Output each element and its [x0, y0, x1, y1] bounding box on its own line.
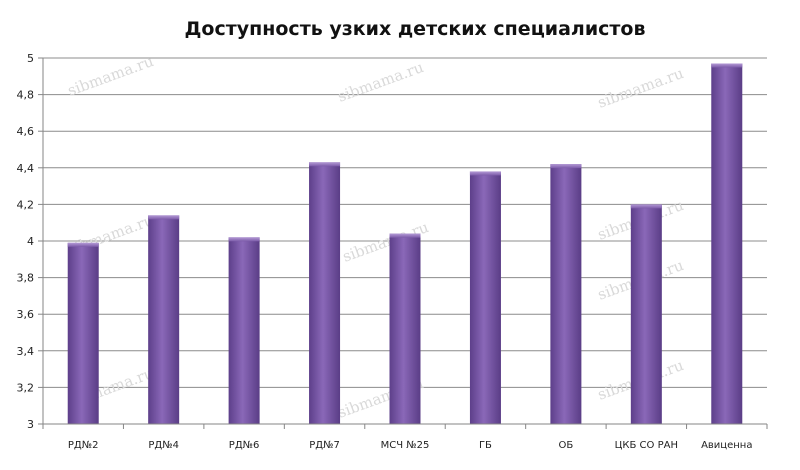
bar-cap [711, 63, 743, 68]
y-tick-label: 3,8 [17, 272, 35, 285]
bar-cap [148, 215, 180, 220]
bar-cap [550, 164, 582, 169]
bar-cap [630, 204, 662, 209]
x-tick-label: РД№2 [68, 440, 99, 451]
y-tick-label: 4 [27, 235, 34, 248]
bar [469, 171, 501, 424]
x-tick-label: ОБ [559, 440, 574, 451]
bar [148, 215, 180, 424]
y-tick-label: 3,6 [17, 308, 35, 321]
bar-cap [67, 242, 99, 247]
y-axis: 3 3,2 3,4 3,6 3,8 4 4,2 4,4 4,6 4,8 5 [17, 52, 44, 431]
bar [228, 237, 260, 424]
y-tick-label: 4,6 [17, 125, 35, 138]
y-tick-label: 3,4 [17, 345, 35, 358]
x-tick-label: РД№6 [229, 440, 260, 451]
watermark-text: sibmama.ru [335, 58, 426, 106]
y-tick-label: 3,2 [17, 381, 35, 394]
x-tick-label: ГБ [479, 440, 492, 451]
bar [550, 164, 582, 424]
bar [630, 204, 662, 424]
x-tick-label: МСЧ №25 [381, 440, 430, 451]
y-tick-label: 3 [27, 418, 34, 431]
bar [389, 233, 421, 424]
y-tick-label: 4,2 [17, 198, 35, 211]
bar-cap [309, 162, 341, 167]
x-tick-label: ЦКБ СО РАН [615, 440, 678, 451]
watermark-text: sibmama.ru [65, 52, 156, 100]
y-tick-label: 5 [27, 52, 34, 65]
bar-cap [389, 233, 421, 238]
x-tick-label: РД№4 [148, 440, 179, 451]
y-tick-label: 4,8 [17, 89, 35, 102]
bar-cap [469, 171, 501, 176]
bar [711, 63, 743, 425]
x-tick-label: РД№7 [309, 440, 340, 451]
x-tick-label: Авиценна [701, 440, 752, 451]
y-tick-label: 4,4 [17, 162, 35, 175]
watermark-text: sibmama.ru [595, 64, 686, 112]
x-axis: РД№2 РД№4 РД№6 РД№7 МСЧ №25 ГБ ОБ ЦКБ СО РАН Ави… [42, 423, 768, 451]
bars [67, 63, 743, 425]
bar [67, 242, 99, 424]
bar [309, 162, 341, 424]
chart-title: Доступность узких детских специалистов [184, 18, 646, 40]
bar-cap [228, 237, 260, 242]
